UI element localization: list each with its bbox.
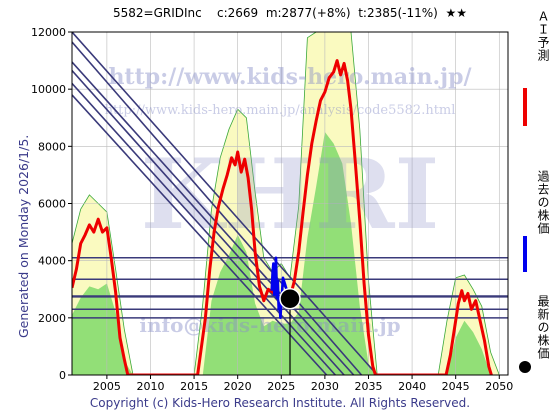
copyright-footer: Copyright (c) Kids-Hero Research Institu… <box>89 396 471 410</box>
ticker-label: 5582=GRIDInc <box>112 6 202 20</box>
chart-header: 5582=GRIDInc c:2669 m:2877(+8%) t:2385(-… <box>70 6 510 20</box>
x-tick-label: 2030 <box>311 380 339 393</box>
watermark-url: http://www.kids-hero.main.jp/ <box>108 64 472 90</box>
legend-label-latest-price: 最新の株価 <box>536 295 550 360</box>
latest-price-marker <box>279 287 301 310</box>
y-tick-label: 6000 <box>38 198 66 211</box>
x-tick-label: 2045 <box>442 380 470 393</box>
y-tick-label: 2000 <box>38 312 66 325</box>
watermark-analysis-url: http://www.kids-hero.main.jp/analysis/co… <box>105 103 456 118</box>
legend-item-past-price: 過去の株価 <box>515 170 555 272</box>
trend-line <box>72 82 336 375</box>
legend-swatch-past-price <box>523 236 527 272</box>
current-price-label: c:2669 <box>217 6 259 20</box>
watermark-logo: KHRI <box>141 138 440 251</box>
trend-line <box>72 61 355 375</box>
x-tick-label: 2040 <box>398 380 426 393</box>
watermark-email: info@kids-hero.main.jp <box>139 313 400 337</box>
generated-date-label: Generated on Monday 2026/1/5. <box>16 134 31 338</box>
legend-item-latest-price: 最新の株価 <box>515 295 555 385</box>
y-tick-label: 12000 <box>31 26 66 39</box>
x-tick-label: 2005 <box>93 380 121 393</box>
legend-dot-latest-price <box>519 361 531 373</box>
y-tick-label: 8000 <box>38 140 66 153</box>
x-tick-label: 2050 <box>485 380 513 393</box>
legend-item-ai-forecast: ＡＩ予測 <box>515 10 555 130</box>
x-tick-label: 2035 <box>354 380 382 393</box>
trend-line <box>72 94 328 375</box>
y-tick-label: 0 <box>59 369 66 382</box>
plot-layer: KHRI http://www.kids-hero.main.jp/http://… <box>72 32 508 375</box>
legend-label-past-price: 過去の株価 <box>536 170 550 235</box>
x-tick-label: 2015 <box>180 380 208 393</box>
y-tick-label: 4000 <box>38 255 66 268</box>
y-tick-label: 10000 <box>31 83 66 96</box>
x-tick-label: 2020 <box>224 380 252 393</box>
rating-stars: ★★ <box>445 6 468 20</box>
past-price-line <box>270 256 292 320</box>
mean-price-label: m:2877(+8%) <box>265 6 351 20</box>
x-tick-label: 2010 <box>136 380 164 393</box>
legend-swatch-ai-forecast <box>523 88 527 126</box>
legend: ＡＩ予測 過去の株価 最新の株価 <box>515 10 555 385</box>
legend-label-ai-forecast: ＡＩ予測 <box>536 10 550 62</box>
target-price-label: t:2385(-11%) <box>358 6 438 20</box>
trend-line <box>72 70 345 375</box>
x-tick-label: 2025 <box>267 380 295 393</box>
